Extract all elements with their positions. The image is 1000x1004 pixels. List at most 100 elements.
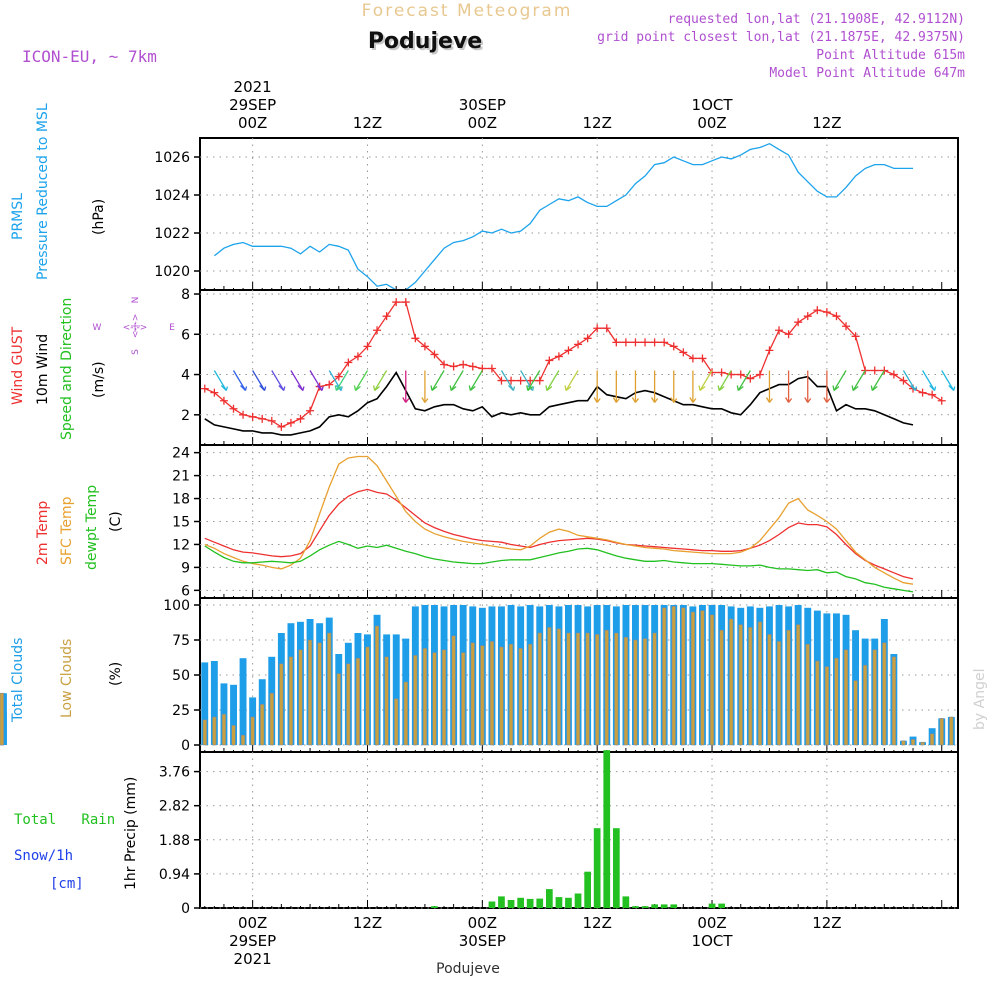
y-tick-label: 50 xyxy=(172,668,190,684)
gust-point xyxy=(526,376,535,385)
bar-rain xyxy=(565,897,572,908)
bar-low xyxy=(307,639,313,746)
bar-low xyxy=(480,645,485,746)
wind-arrowhead xyxy=(804,397,812,403)
wind-arrow xyxy=(527,370,541,391)
total-clouds-label: Total Clouds xyxy=(10,638,26,723)
y-tick-label: 25 xyxy=(172,703,190,719)
bar-low xyxy=(776,641,782,746)
gust-point xyxy=(832,312,841,321)
panel1-labels: PRMSL Pressure Reduced to MSL (hPa) xyxy=(10,103,107,280)
wind-arrowhead xyxy=(468,385,476,392)
hpa-unit: (hPa) xyxy=(91,199,107,235)
wind-arrow xyxy=(354,370,369,391)
y-tick-label: 24 xyxy=(172,446,190,462)
bar-rain xyxy=(536,898,544,908)
gust-point xyxy=(258,414,267,423)
bar-low xyxy=(862,664,868,746)
bar-low xyxy=(910,739,916,746)
bar-low xyxy=(384,656,389,746)
gust-point xyxy=(334,372,343,381)
gust-point xyxy=(937,396,946,405)
bar-low xyxy=(949,716,954,746)
snow-label: Snow/1h xyxy=(14,848,73,864)
wind-arrow xyxy=(902,370,917,391)
gust-point xyxy=(717,368,726,377)
gust-point xyxy=(430,350,439,359)
y-tick-label: 1022 xyxy=(154,226,190,242)
wind-arrow xyxy=(469,370,483,391)
bar-low xyxy=(872,649,877,746)
bar-low xyxy=(729,618,734,746)
panel-pressure: 1020 1022 1024 1026 xyxy=(154,137,959,291)
sfc-label: SFC Temp xyxy=(59,496,75,565)
gust-point xyxy=(775,326,784,335)
gust-point xyxy=(688,354,697,363)
gust-point xyxy=(784,330,793,339)
wind-arrowhead xyxy=(870,385,878,392)
compass-rose: N S W E <-|-> <-|-> xyxy=(93,297,176,355)
gust-point xyxy=(755,370,764,379)
bar-low xyxy=(633,639,638,746)
panels: 1020102210241026246869121518212402550751… xyxy=(0,137,959,917)
y-tick-label: 18 xyxy=(172,492,190,508)
bar-low xyxy=(901,740,906,746)
wind-arrow xyxy=(565,370,579,391)
compass-west: W xyxy=(93,323,102,333)
y-tick-label: 6 xyxy=(181,327,190,343)
bar-low xyxy=(767,634,772,746)
gust-point xyxy=(631,338,640,347)
gust-point xyxy=(813,306,822,315)
bar-low xyxy=(604,629,609,746)
gust-point xyxy=(267,416,276,425)
bar-rain xyxy=(431,906,438,908)
bar-low xyxy=(700,610,705,746)
bar-rain xyxy=(584,871,591,908)
gust-label: Wind GUST xyxy=(10,326,26,405)
time-label: 12Z xyxy=(353,114,382,132)
bar-low xyxy=(929,733,935,746)
bar-rain xyxy=(517,897,524,908)
wind-arrow xyxy=(252,370,266,391)
time-label: 1OCT xyxy=(692,932,734,950)
c-unit: (C) xyxy=(108,511,124,532)
bar-low xyxy=(365,646,370,746)
bar-low xyxy=(547,627,552,746)
wind-arrow xyxy=(450,370,464,391)
wind-arrow xyxy=(833,370,847,391)
y-tick-label: 1020 xyxy=(154,264,190,280)
panel-temperature: 6 9 12 15 18 21 24 xyxy=(172,444,959,599)
gust-point xyxy=(822,308,831,317)
y-tick-label: 12 xyxy=(172,537,190,553)
bar-low xyxy=(891,656,896,746)
wind-arrowhead xyxy=(508,385,516,391)
gust-point xyxy=(286,418,295,427)
bar-low xyxy=(221,713,227,746)
panel-clouds: 0 25 50 75 100 xyxy=(0,597,959,754)
gust-point xyxy=(344,358,353,367)
wind-arrowhead xyxy=(334,385,342,392)
gust-point xyxy=(459,360,468,369)
bar-rain xyxy=(622,896,630,908)
gust-point xyxy=(660,338,669,347)
y-tick-label: 1024 xyxy=(154,188,190,204)
gust-point xyxy=(401,298,410,307)
bar-rain xyxy=(526,898,534,908)
compass-east: E xyxy=(169,323,175,333)
bar-low xyxy=(422,648,428,746)
low-clouds-label: Low Clouds xyxy=(59,639,75,718)
time-label: 29SEP xyxy=(229,932,276,950)
bar-low xyxy=(537,632,542,746)
gust-point xyxy=(765,346,774,355)
gust-point xyxy=(373,326,382,335)
wind-arrowhead xyxy=(402,397,410,403)
gust-point xyxy=(641,338,650,347)
location-title: Podujeve xyxy=(370,31,484,56)
compass-arrows-v: <-|-> xyxy=(131,314,141,339)
wind-arrowhead xyxy=(832,385,840,392)
bar-total xyxy=(201,662,209,745)
wind-arrowhead xyxy=(698,385,706,392)
chart-title: Forecast Meteogram xyxy=(362,1,573,21)
